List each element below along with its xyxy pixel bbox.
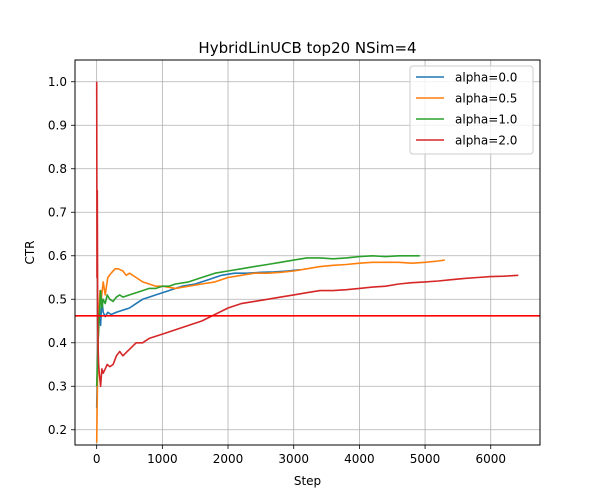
- legend-label: alpha=1.0: [455, 113, 517, 127]
- x-tick-label: 0: [93, 452, 101, 466]
- x-tick-label: 1000: [147, 452, 178, 466]
- y-tick-label: 0.2: [48, 423, 67, 437]
- y-axis-label: CTR: [23, 240, 37, 264]
- x-tick-label: 4000: [344, 452, 375, 466]
- y-tick-label: 0.7: [48, 205, 67, 219]
- legend: alpha=0.0 alpha=0.5 alpha=1.0 alpha=2.0: [409, 65, 534, 155]
- x-axis-label: Step: [294, 474, 321, 488]
- series-line-1: [95, 268, 301, 409]
- y-tick-label: 0.5: [48, 292, 67, 306]
- legend-label: alpha=0.5: [455, 92, 517, 106]
- chart-title: HybridLinUCB top20 NSim=4: [198, 39, 416, 57]
- y-tick-label: 0.9: [48, 118, 67, 132]
- x-tick-label: 3000: [278, 452, 309, 466]
- legend-label: alpha=0.0: [455, 71, 517, 85]
- y-tick-label: 0.8: [48, 162, 67, 176]
- legend-label: alpha=2.0: [455, 134, 517, 148]
- legend-box: [409, 65, 534, 155]
- series-line-3: [95, 255, 420, 387]
- series-layer: [95, 81, 519, 443]
- x-axis-ticks: 0 1000 2000 3000 4000 5000 6000: [93, 445, 506, 466]
- y-tick-label: 1.0: [48, 75, 67, 89]
- x-tick-label: 2000: [213, 452, 244, 466]
- y-tick-label: 0.3: [48, 379, 67, 393]
- x-tick-label: 5000: [410, 452, 441, 466]
- y-tick-label: 0.6: [48, 249, 67, 263]
- y-axis-ticks: 0.2 0.3 0.4 0.5 0.6 0.7 0.8 0.9 1.0: [48, 75, 75, 437]
- series-line-2: [95, 259, 445, 443]
- x-tick-label: 6000: [475, 452, 506, 466]
- plot-frame: [74, 59, 541, 446]
- series-line-4: [95, 81, 519, 388]
- y-tick-label: 0.4: [48, 336, 67, 350]
